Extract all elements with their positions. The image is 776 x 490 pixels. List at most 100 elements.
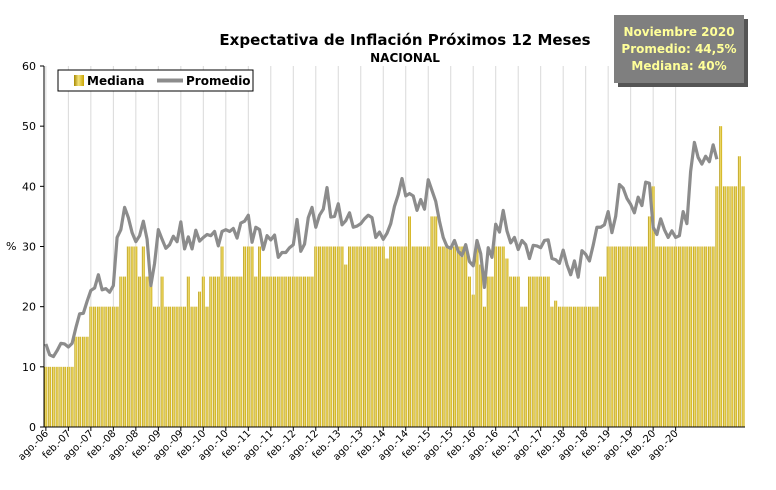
mediana-bar: [96, 306, 100, 427]
mediana-bar: [527, 276, 531, 427]
info-box-background: [614, 15, 744, 83]
mediana-bar: [606, 246, 610, 427]
mediana-bar: [183, 306, 187, 427]
mediana-bar: [89, 306, 93, 427]
mediana-bar: [119, 276, 123, 427]
mediana-bar: [366, 246, 370, 427]
mediana-bar: [81, 336, 85, 427]
mediana-bar: [599, 276, 603, 427]
mediana-bar: [115, 306, 119, 427]
promedio-line: [44, 140, 719, 359]
mediana-bar: [430, 216, 434, 427]
mediana-bar: [670, 246, 674, 427]
mediana-bar: [314, 246, 318, 427]
mediana-bar: [557, 306, 561, 427]
mediana-bar: [404, 246, 408, 427]
mediana-bar: [108, 306, 112, 427]
mediana-bar: [460, 246, 464, 427]
mediana-bar: [359, 246, 363, 427]
mediana-bar: [576, 306, 580, 427]
mediana-bar: [617, 246, 621, 427]
mediana-bar: [224, 276, 228, 427]
legend: Mediana Promedio: [57, 69, 254, 92]
mediana-bar: [434, 216, 438, 427]
mediana-bar: [171, 306, 175, 427]
mediana-bar: [306, 276, 310, 427]
mediana-bar: [456, 246, 460, 427]
mediana-bar: [535, 276, 539, 427]
mediana-bar: [415, 246, 419, 427]
x-axis-ticks: ago.-06feb.-07ago.-07feb.-08ago.-08feb.-…: [16, 427, 681, 463]
mediana-bar: [66, 366, 70, 427]
mediana-bar: [591, 306, 595, 427]
mediana-bar: [734, 186, 738, 427]
legend-promedio-label: Promedio: [186, 74, 251, 88]
mediana-bar: [153, 306, 157, 427]
mediana-bar: [134, 246, 138, 427]
mediana-bar: [299, 276, 303, 427]
chart-subtitle: NACIONAL: [370, 51, 440, 65]
mediana-bar: [464, 246, 468, 427]
mediana-bar: [276, 276, 280, 427]
mediana-bar: [265, 276, 269, 427]
mediana-bar: [355, 246, 359, 427]
mediana-bar: [318, 246, 321, 427]
mediana-bar: [393, 246, 396, 427]
mediana-bar: [647, 216, 651, 427]
mediana-bar: [426, 246, 430, 427]
y-tick-label: 0: [29, 421, 36, 434]
mediana-bar: [520, 306, 524, 427]
mediana-bar: [692, 246, 696, 427]
mediana-bar: [505, 258, 509, 427]
mediana-bar: [685, 246, 689, 427]
mediana-bar: [681, 246, 685, 427]
mediana-bar: [363, 246, 366, 427]
mediana-bar: [471, 294, 475, 427]
mediana-bar: [186, 276, 190, 427]
legend-box: [57, 69, 254, 92]
mediana-bar: [719, 126, 723, 428]
mediana-bar: [516, 276, 520, 427]
mediana-bar: [614, 246, 618, 427]
mediana-bar: [453, 246, 456, 427]
mediana-bar: [449, 246, 453, 427]
mediana-bar: [145, 276, 149, 427]
mediana-bar: [321, 246, 325, 427]
mediana-bar: [344, 264, 348, 427]
mediana-bar: [396, 246, 400, 427]
mediana-bar: [674, 246, 678, 427]
mediana-bar: [126, 246, 130, 427]
mediana-bar: [629, 246, 633, 427]
mediana-bar: [130, 246, 134, 427]
mediana-bar: [220, 246, 224, 427]
mediana-bar: [445, 246, 449, 427]
mediana-bar: [587, 306, 591, 427]
mediana-bar: [715, 186, 719, 427]
mediana-bar: [55, 366, 59, 427]
mediana-bar: [730, 186, 734, 427]
y-axis-ticks: 0 10 20 30 40 50 60: [22, 60, 44, 434]
mediana-bar: [370, 246, 374, 427]
mediana-bar: [231, 276, 235, 427]
mediana-bar: [93, 306, 97, 427]
mediana-bar: [509, 276, 513, 427]
legend-mediana-label: Mediana: [87, 74, 145, 88]
mediana-bar: [269, 276, 273, 427]
mediana-bar: [59, 366, 63, 427]
mediana-bar: [228, 276, 232, 427]
mediana-bar: [741, 186, 745, 427]
mediana-bar: [216, 276, 220, 427]
mediana-bar: [209, 276, 213, 427]
mediana-bar: [70, 366, 74, 427]
mediana-bar: [213, 276, 217, 427]
mediana-bar: [44, 366, 48, 427]
mediana-bar: [351, 246, 355, 427]
mediana-bar: [336, 246, 340, 427]
mediana-bar: [408, 216, 411, 427]
mediana-bar: [438, 246, 441, 427]
mediana-bar: [190, 306, 194, 427]
mediana-bar: [201, 276, 205, 427]
mediana-bar: [546, 276, 550, 427]
y-tick-label: 50: [22, 120, 36, 133]
y-tick-label: 30: [22, 241, 36, 254]
